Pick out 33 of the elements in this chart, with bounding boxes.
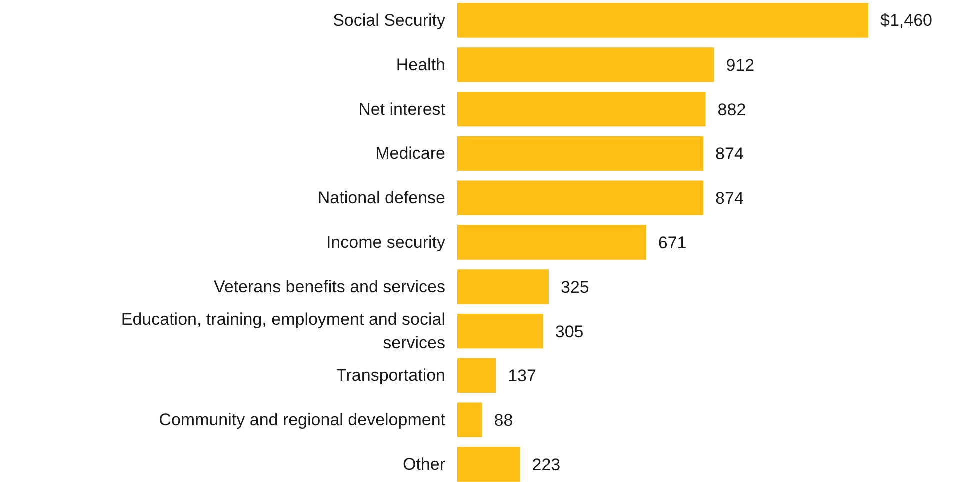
data-label: $1,460 bbox=[880, 11, 932, 30]
data-label: 882 bbox=[718, 100, 746, 120]
bar bbox=[458, 314, 544, 349]
bar bbox=[458, 447, 520, 482]
y-tick-label: Community and regional development bbox=[159, 410, 446, 430]
y-tick-label: Net interest bbox=[358, 100, 446, 119]
y-tick-label: Education, training, employment and social services bbox=[121, 310, 446, 353]
data-label: 137 bbox=[508, 366, 536, 386]
data-label: 325 bbox=[560, 278, 590, 297]
y-tick-label: Medicare bbox=[376, 144, 446, 164]
data-label: 88 bbox=[494, 411, 514, 430]
data-label: 671 bbox=[658, 234, 687, 252]
data-label: 305 bbox=[555, 322, 584, 342]
y-tick-label: National defense bbox=[318, 188, 446, 208]
bar bbox=[458, 270, 549, 304]
bar bbox=[458, 48, 714, 82]
data-label: 912 bbox=[726, 56, 755, 75]
bar bbox=[458, 180, 704, 216]
data-label: 874 bbox=[716, 144, 744, 164]
bar bbox=[458, 225, 646, 260]
y-tick-label: Income security bbox=[326, 233, 446, 252]
y-tick-label: Veterans benefits and services bbox=[214, 277, 446, 296]
y-tick-label: Other bbox=[402, 455, 446, 474]
bar bbox=[458, 92, 706, 127]
bar bbox=[458, 136, 704, 172]
bar bbox=[458, 402, 482, 438]
y-tick-label: Transportation bbox=[336, 366, 446, 386]
bar bbox=[458, 358, 496, 394]
data-label: 223 bbox=[532, 456, 561, 474]
y-tick-label: Social Security bbox=[333, 11, 446, 30]
bar bbox=[458, 3, 868, 38]
data-label: 874 bbox=[716, 189, 744, 208]
y-tick-label: Health bbox=[396, 55, 446, 74]
